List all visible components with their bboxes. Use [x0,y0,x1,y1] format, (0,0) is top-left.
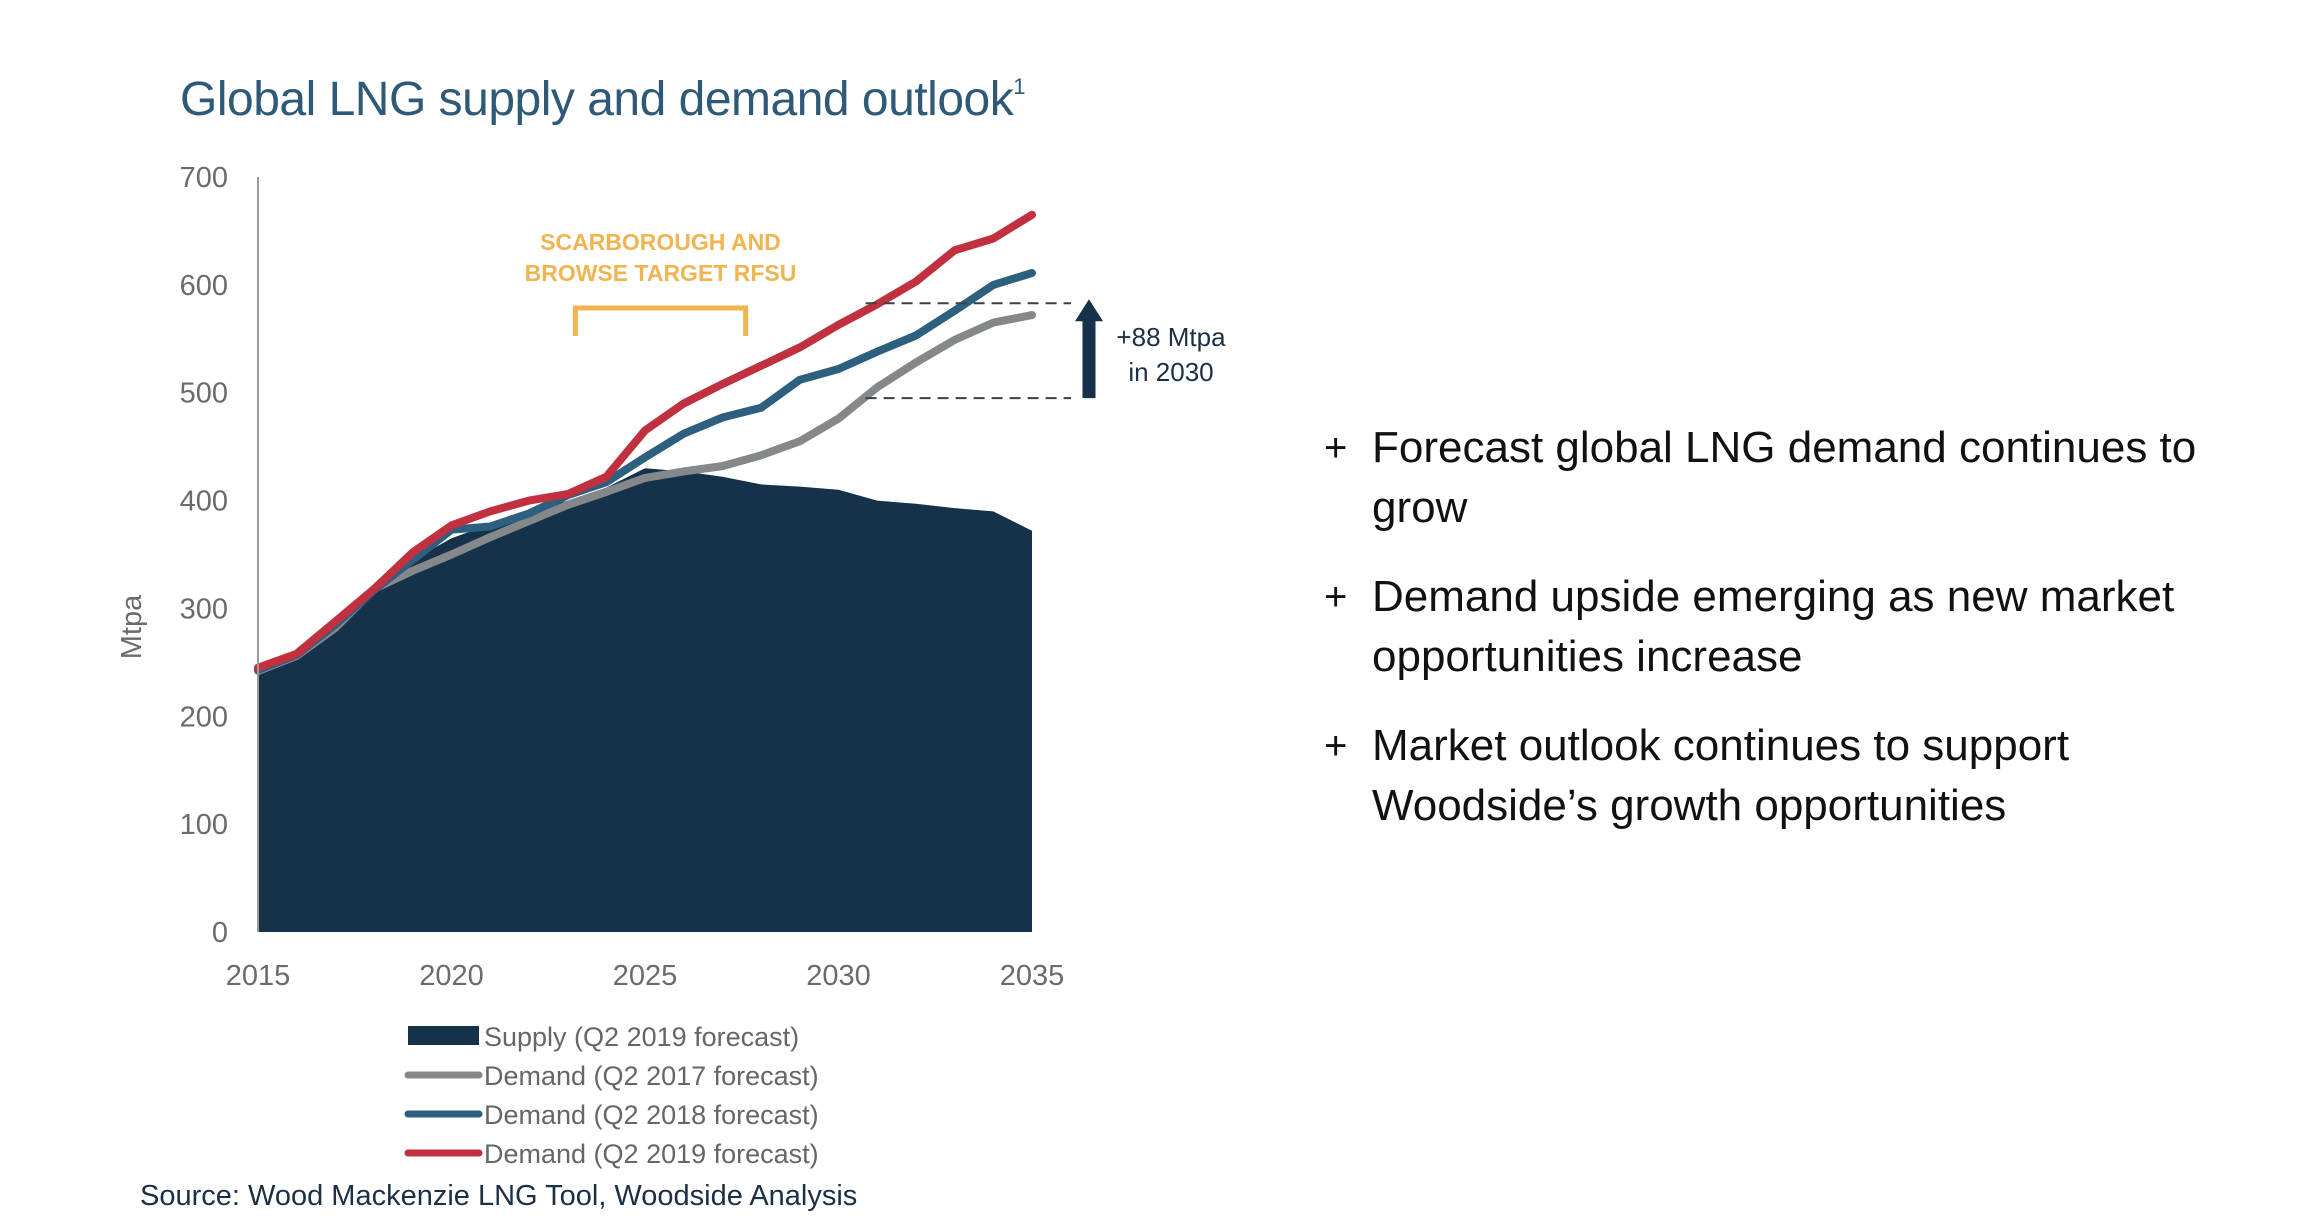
y-tick-label: 500 [180,378,228,410]
line-layer [254,210,1036,675]
legend-label: Demand (Q2 2017 forecast) [484,1061,819,1091]
y-tick-label: 600 [180,270,228,302]
plus-icon: + [1324,724,1348,768]
bullet-text: Forecast global LNG demand continues to … [1372,423,2197,532]
y-tick-label: 700 [180,162,228,194]
rfsu-bracket [572,305,749,336]
bullet-item: + Demand upside emerging as new market o… [1320,567,2280,687]
plus-icon: + [1324,575,1348,619]
rfsu-annotation-text: SCARBOROUGH AND [540,229,781,255]
supply-area [258,468,1032,932]
arrow-up-icon [1075,299,1103,322]
bullet-text: Demand upside emerging as new market opp… [1372,572,2175,681]
legend: Supply (Q2 2019 forecast) Demand (Q2 2017… [404,1022,819,1169]
legend-label: Demand (Q2 2018 forecast) [484,1100,819,1130]
y-tick-label: 0 [212,917,228,949]
annotations: SCARBOROUGH AND BROWSE TARGET RFSU +88 Mtp… [525,229,1226,400]
x-tick-labels: 2015 2020 2025 2030 2035 [226,960,1065,992]
bullet-text: Market outlook continues to support Wood… [1372,721,2070,830]
bullet-list: + Forecast global LNG demand continues t… [1320,418,2280,865]
x-tick-label: 2015 [226,960,291,992]
uplift-annotation-text: +88 Mtpa [1116,322,1226,352]
uplift-annotation-text: in 2030 [1128,357,1213,387]
area-layer [258,468,1032,932]
footnote-marker: 1 [1013,74,1025,99]
chart-title-text: Global LNG supply and demand outlook [180,73,1014,126]
rfsu-annotation-text: BROWSE TARGET RFSU [525,260,797,286]
legend-label: Demand (Q2 2019 forecast) [484,1139,819,1169]
y-tick-label: 300 [180,593,228,625]
legend-label: Supply (Q2 2019 forecast) [484,1022,799,1052]
x-tick-label: 2035 [1000,960,1065,992]
source-note: Source: Wood Mackenzie LNG Tool, Woodsid… [140,1180,858,1212]
chart-title: Global LNG supply and demand outlook1 [180,72,1025,127]
x-tick-label: 2020 [419,960,484,992]
legend-swatch-supply [408,1026,479,1045]
series-line-2019 [254,210,1036,672]
x-tick-label: 2025 [613,960,678,992]
y-tick-label: 100 [180,809,228,841]
y-tick-label: 200 [180,701,228,733]
y-tick-labels: 0 100 200 300 400 500 600 700 [180,162,228,949]
y-axis-label: Mtpa [116,594,148,659]
bullet-item: + Market outlook continues to support Wo… [1320,716,2280,836]
x-tick-label: 2030 [806,960,871,992]
y-tick-label: 400 [180,486,228,518]
bullet-item: + Forecast global LNG demand continues t… [1320,418,2280,538]
plus-icon: + [1324,426,1348,470]
